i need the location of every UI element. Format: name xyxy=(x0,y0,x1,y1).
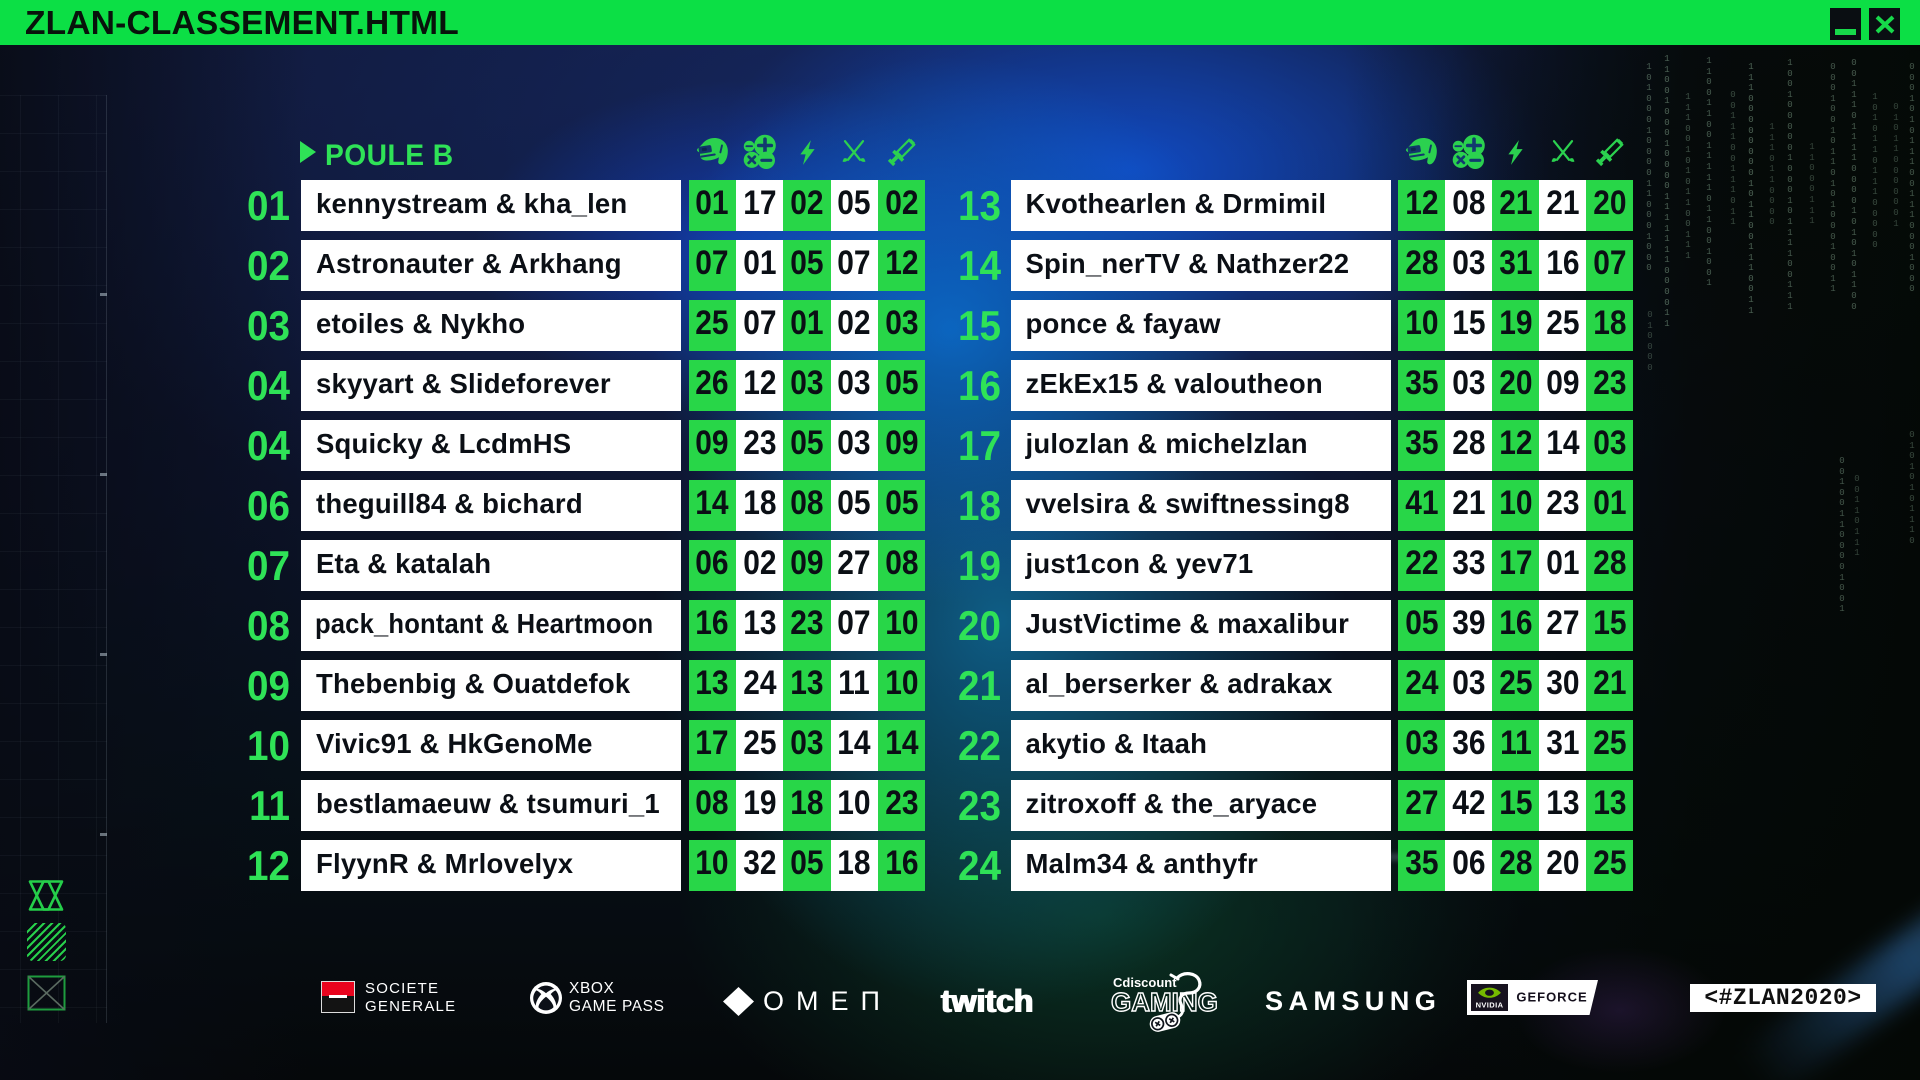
svg-text:GEFORCE: GEFORCE xyxy=(1516,990,1587,1005)
svg-text:NVIDIA: NVIDIA xyxy=(1476,1001,1504,1010)
